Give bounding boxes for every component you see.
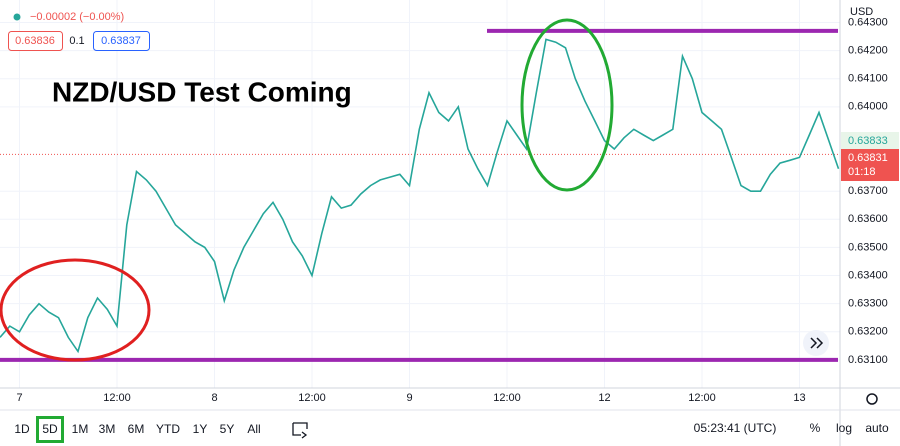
range-button[interactable]: 3M [99,422,116,436]
grid [0,0,840,388]
y-tick-label: 0.64000 [848,101,888,113]
settings-icon[interactable] [866,393,878,405]
range-button[interactable]: 5D [42,422,58,436]
auto-toggle[interactable]: auto [865,421,889,435]
range-button[interactable]: 5Y [220,422,235,436]
y-axis-label: USD [850,6,873,18]
price-tag-label: 0.63833 [848,135,888,147]
spread: 0.1 [69,35,84,47]
range-button[interactable]: 1Y [193,422,208,436]
y-tick-label: 0.63500 [848,241,888,253]
status-dot [13,13,21,21]
x-tick-label: 12:00 [103,392,131,404]
range-button[interactable]: 1M [72,422,89,436]
range-button[interactable]: 6M [128,422,145,436]
y-tick-label: 0.63700 [848,185,888,197]
ask-box[interactable] [93,31,150,51]
clock: 05:23:41 (UTC) [694,421,777,435]
x-tick-label: 13 [793,392,805,404]
bid: 0.63836 [15,35,55,47]
y-tick-label: 0.64200 [848,45,888,57]
log-toggle[interactable]: log [836,421,852,435]
bid-box[interactable] [8,31,63,51]
y-tick-label: 0.63200 [848,326,888,338]
y-tick-label: 0.63600 [848,213,888,225]
highlight-ellipse [520,18,614,192]
price-line [0,38,840,354]
date-range-icon[interactable] [292,422,308,439]
x-tick-label: 12:00 [688,392,716,404]
x-tick-label: 12:00 [298,392,326,404]
y-tick-label: 0.63400 [848,269,888,281]
range-button[interactable]: All [247,422,260,436]
y-tick-label: 0.63100 [848,354,888,366]
x-tick-label: 12 [598,392,610,404]
range-button[interactable]: YTD [156,422,180,436]
x-tick-label: 9 [406,392,412,404]
y-tick-label: 0.64300 [848,16,888,28]
y-tick-label: 0.64100 [848,73,888,85]
chart-title: NZD/USD Test Coming [52,76,352,107]
highlight-ellipse [0,258,151,362]
x-tick-label: 7 [16,392,22,404]
scroll-icon [810,337,824,349]
price-tag [841,132,899,149]
x-tick-label: 12:00 [493,392,521,404]
price-tag [841,149,899,181]
ask: 0.63837 [101,35,141,47]
y-tick-label: 0.63300 [848,298,888,310]
range-button[interactable]: 1D [14,422,30,436]
percent-toggle[interactable]: % [810,421,821,435]
x-tick-label: 8 [211,392,217,404]
change: −0.00002 (−0.00%) [30,11,124,23]
price-tag-label: 0.63831 [848,152,888,164]
price-tag-countdown: 01:18 [848,166,876,178]
range-highlight [36,416,64,443]
